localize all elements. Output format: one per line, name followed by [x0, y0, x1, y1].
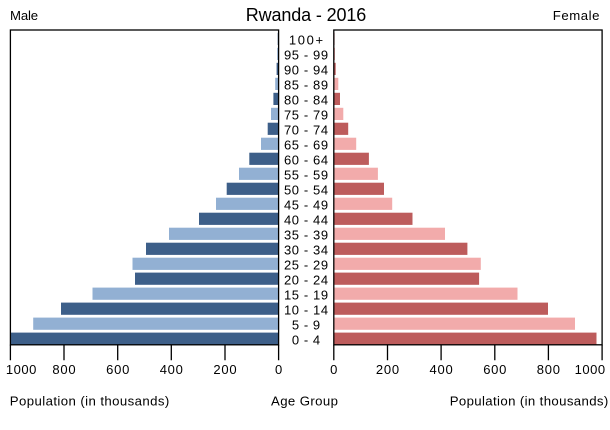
svg-text:30 - 34: 30 - 34 — [284, 243, 328, 258]
svg-text:90 - 94: 90 - 94 — [284, 63, 328, 78]
svg-text:0: 0 — [275, 362, 282, 377]
svg-text:45 - 49: 45 - 49 — [284, 198, 328, 213]
svg-text:1000: 1000 — [6, 362, 37, 377]
svg-text:400: 400 — [160, 362, 183, 377]
svg-text:0: 0 — [330, 362, 337, 377]
svg-text:200: 200 — [213, 362, 236, 377]
svg-text:80 - 84: 80 - 84 — [284, 93, 328, 108]
svg-text:200: 200 — [376, 362, 399, 377]
svg-text:20 - 24: 20 - 24 — [284, 273, 328, 288]
svg-text:Population (in thousands): Population (in thousands) — [10, 393, 170, 408]
svg-text:600: 600 — [483, 362, 506, 377]
svg-text:25 - 29: 25 - 29 — [284, 258, 328, 273]
svg-text:Population (in thousands): Population (in thousands) — [450, 393, 609, 408]
svg-text:400: 400 — [430, 362, 453, 377]
svg-text:Rwanda - 2016: Rwanda - 2016 — [246, 5, 367, 25]
svg-text:10 - 14: 10 - 14 — [284, 303, 328, 318]
svg-text:Age Group: Age Group — [271, 393, 338, 408]
svg-text:15 - 19: 15 - 19 — [284, 288, 328, 303]
svg-text:800: 800 — [537, 362, 560, 377]
svg-text:0 - 4: 0 - 4 — [292, 333, 320, 348]
svg-text:600: 600 — [106, 362, 129, 377]
svg-text:95 - 99: 95 - 99 — [284, 48, 328, 63]
svg-text:50 - 54: 50 - 54 — [284, 183, 328, 198]
svg-text:85 - 89: 85 - 89 — [284, 78, 328, 93]
svg-text:800: 800 — [52, 362, 75, 377]
svg-text:60 - 64: 60 - 64 — [284, 153, 328, 168]
svg-text:100+: 100+ — [289, 33, 323, 48]
svg-text:55 - 59: 55 - 59 — [284, 168, 328, 183]
svg-text:Male: Male — [10, 8, 38, 23]
svg-text:5 - 9: 5 - 9 — [292, 318, 320, 333]
svg-text:70 - 74: 70 - 74 — [284, 123, 328, 138]
svg-text:Female: Female — [553, 8, 600, 23]
svg-text:65 - 69: 65 - 69 — [284, 138, 328, 153]
svg-text:75 - 79: 75 - 79 — [284, 108, 328, 123]
svg-text:40 - 44: 40 - 44 — [284, 213, 328, 228]
svg-text:1000: 1000 — [575, 362, 606, 377]
svg-text:35 - 39: 35 - 39 — [284, 228, 328, 243]
